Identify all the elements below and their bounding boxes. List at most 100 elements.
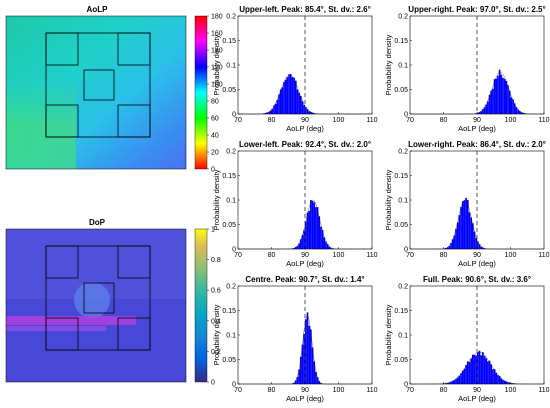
histogram-bar (478, 244, 481, 249)
histogram-bar (299, 356, 302, 384)
histogram-bar (515, 107, 518, 114)
histogram-bar (299, 239, 302, 249)
y-tick-label: 0 (232, 112, 236, 119)
histogram-bar (303, 333, 305, 384)
histogram-bar (473, 231, 476, 249)
dop-roi-lower-right (117, 317, 151, 351)
histogram-bar (492, 369, 494, 384)
histogram-bar (266, 112, 269, 114)
histogram-bar (294, 247, 297, 249)
aolp-roi-upper-left (45, 32, 79, 66)
histogram-bar (518, 110, 521, 114)
histogram-bar (522, 112, 524, 114)
histogram-bar (289, 74, 292, 114)
y-axis-label: Probability density (384, 34, 393, 95)
y-tick-label: 0.05 (222, 87, 236, 94)
x-tick-label: 80 (268, 387, 276, 394)
colorbar-tick-label: 1 (211, 227, 215, 234)
histogram-bar (273, 105, 275, 114)
histogram-bar (321, 230, 324, 249)
histogram-bar (284, 79, 287, 114)
y-axis-label: Probability density (212, 169, 221, 230)
histogram-panel: Lower-left. Peak: 92.4°, St. dv.: 2.0° 70… (212, 140, 378, 268)
histogram-bar (311, 112, 314, 114)
aolp-roi-outer (45, 32, 151, 138)
y-tick-label: 0.2 (398, 14, 408, 21)
histogram-bar (293, 248, 295, 249)
dop-roi-centre (83, 282, 115, 314)
histogram-bar (291, 77, 294, 114)
histogram-bar (316, 207, 319, 249)
histogram-bar (488, 360, 491, 384)
histogram-bar (306, 312, 309, 384)
y-tick-label: 0.1 (226, 198, 236, 205)
histogram-bar (451, 239, 454, 249)
histogram-bar (465, 197, 467, 249)
histogram-bar (490, 90, 493, 114)
histogram-bar (313, 113, 316, 114)
y-axis-label: Probability density (212, 34, 221, 95)
histogram-bar (468, 362, 471, 384)
histogram-bar (477, 352, 479, 384)
x-tick-label: 110 (538, 252, 549, 259)
x-tick-label: 80 (440, 252, 448, 259)
y-tick-label: 0 (404, 382, 408, 389)
colorbar-tick-label: 140 (211, 48, 223, 55)
histogram-bar (477, 241, 479, 249)
colorbar-tick-label: 0.6 (211, 288, 221, 295)
histogram-bar (492, 88, 494, 114)
histogram-bar (493, 369, 496, 384)
histogram-bar (293, 77, 295, 114)
x-tick-label: 110 (366, 252, 377, 259)
y-tick-label: 0.15 (394, 38, 408, 45)
histogram-bar (308, 325, 311, 384)
histogram-title: Upper-right. Peak: 97.0°, St. dv.: 2.5° (408, 5, 545, 14)
histogram-bar (313, 202, 316, 249)
histogram-panel: Centre. Peak: 90.7°, St. dv.: 1.4° 70 80 90… (212, 275, 378, 403)
histogram-bar (264, 113, 267, 114)
histogram-bar (475, 237, 477, 249)
histogram-bar (305, 319, 307, 384)
x-tick-label: 90 (301, 117, 309, 124)
aolp-colorbar (194, 15, 208, 170)
colorbar-tick-label: 160 (211, 31, 223, 38)
x-tick-label: 100 (333, 387, 345, 394)
histogram-bar (330, 247, 332, 249)
y-tick-label: 0 (232, 247, 236, 254)
histogram-bar (310, 329, 312, 384)
histogram-bar (325, 241, 327, 249)
x-tick-label: 70 (234, 252, 242, 259)
histogram-bar (456, 377, 459, 384)
aolp-roi-centre (83, 69, 115, 101)
histogram-bar (301, 235, 304, 249)
histogram-title: Lower-right. Peak: 86.4°, St. dv.: 2.0° (408, 140, 546, 149)
histogram-bar (483, 248, 486, 249)
histogram-bar (463, 368, 466, 384)
histogram-bar (497, 75, 499, 114)
y-tick-label: 0.1 (226, 63, 236, 70)
dop-colorbar-ticks: 1 0.8 0.6 0.4 0.2 0 (207, 227, 221, 387)
histogram-bar (446, 247, 449, 249)
dop-map-blob (74, 282, 110, 318)
histogram-bar (477, 112, 479, 114)
histogram-bar (507, 382, 509, 384)
histogram-bar (478, 350, 481, 384)
histogram-bar (448, 382, 451, 384)
histogram-bar (468, 212, 471, 249)
histogram-bar (328, 246, 331, 249)
histogram-bar (316, 377, 319, 384)
x-tick-label: 100 (505, 117, 517, 124)
x-tick-label: 100 (333, 117, 345, 124)
histogram-bar (453, 235, 456, 249)
y-tick-label: 0.1 (398, 333, 408, 340)
histogram-bar (450, 381, 452, 384)
histogram-bar (320, 383, 322, 384)
histogram-bar (523, 113, 526, 114)
histogram-bar (303, 230, 305, 249)
y-tick-label: 0.15 (394, 173, 408, 180)
histogram-title: Full. Peak: 90.6°, St. dv.: 3.6° (423, 275, 531, 284)
colorbar-tick-label: 120 (211, 65, 223, 72)
histogram-bar (294, 80, 297, 114)
histogram-bar (268, 111, 270, 114)
x-tick-label: 100 (505, 387, 517, 394)
